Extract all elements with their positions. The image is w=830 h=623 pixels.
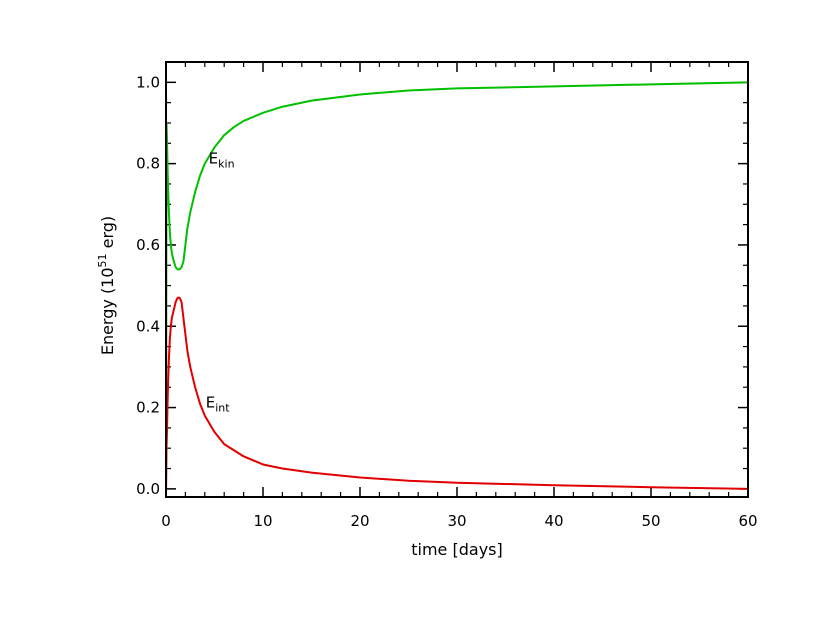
x-tick-label: 50 <box>641 512 660 530</box>
x-tick-label: 20 <box>350 512 369 530</box>
series-label-kin: Ekin <box>209 150 235 171</box>
x-tick-label: 30 <box>447 512 466 530</box>
y-axis-title: Energy (1051 erg) <box>96 216 117 355</box>
y-tick-label: 1.0 <box>136 73 160 91</box>
x-tick-label: 10 <box>253 512 272 530</box>
x-tick-label: 0 <box>161 512 171 530</box>
tick-labels: 0 10 20 30 40 50 60 0.0 0.2 0.4 0.6 0.8 1.0 <box>136 73 757 530</box>
y-tick-label: 0.8 <box>136 155 160 173</box>
series-label-int: Eint <box>206 394 231 415</box>
series-line-int <box>165 82 749 490</box>
y-axis-title-exponent: 51 <box>96 253 109 267</box>
x-tick-label: 60 <box>738 512 757 530</box>
series-label-main: E <box>206 394 215 412</box>
y-tick-label: 0.2 <box>136 399 160 417</box>
series-label-subscript: int <box>215 402 230 415</box>
series-label-subscript: kin <box>218 158 234 171</box>
y-tick-label: 0.0 <box>136 480 160 498</box>
plot-frame <box>165 61 749 498</box>
series-lines <box>165 81 749 490</box>
x-axis-title: time [days] <box>411 540 502 559</box>
x-tick-label: 40 <box>544 512 563 530</box>
y-tick-label: 0.4 <box>136 317 160 335</box>
y-tick-label: 0.6 <box>136 236 160 254</box>
series-line-kin <box>165 81 749 489</box>
axis-ticks <box>165 61 749 497</box>
y-axis-title-main: Energy (10 <box>98 267 117 355</box>
series-label-main: E <box>209 150 218 168</box>
y-axis-title-tail: erg) <box>98 216 117 254</box>
